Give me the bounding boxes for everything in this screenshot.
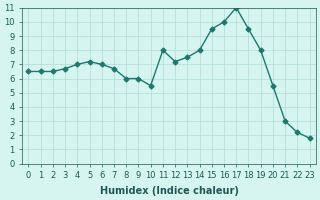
X-axis label: Humidex (Indice chaleur): Humidex (Indice chaleur) — [100, 186, 238, 196]
